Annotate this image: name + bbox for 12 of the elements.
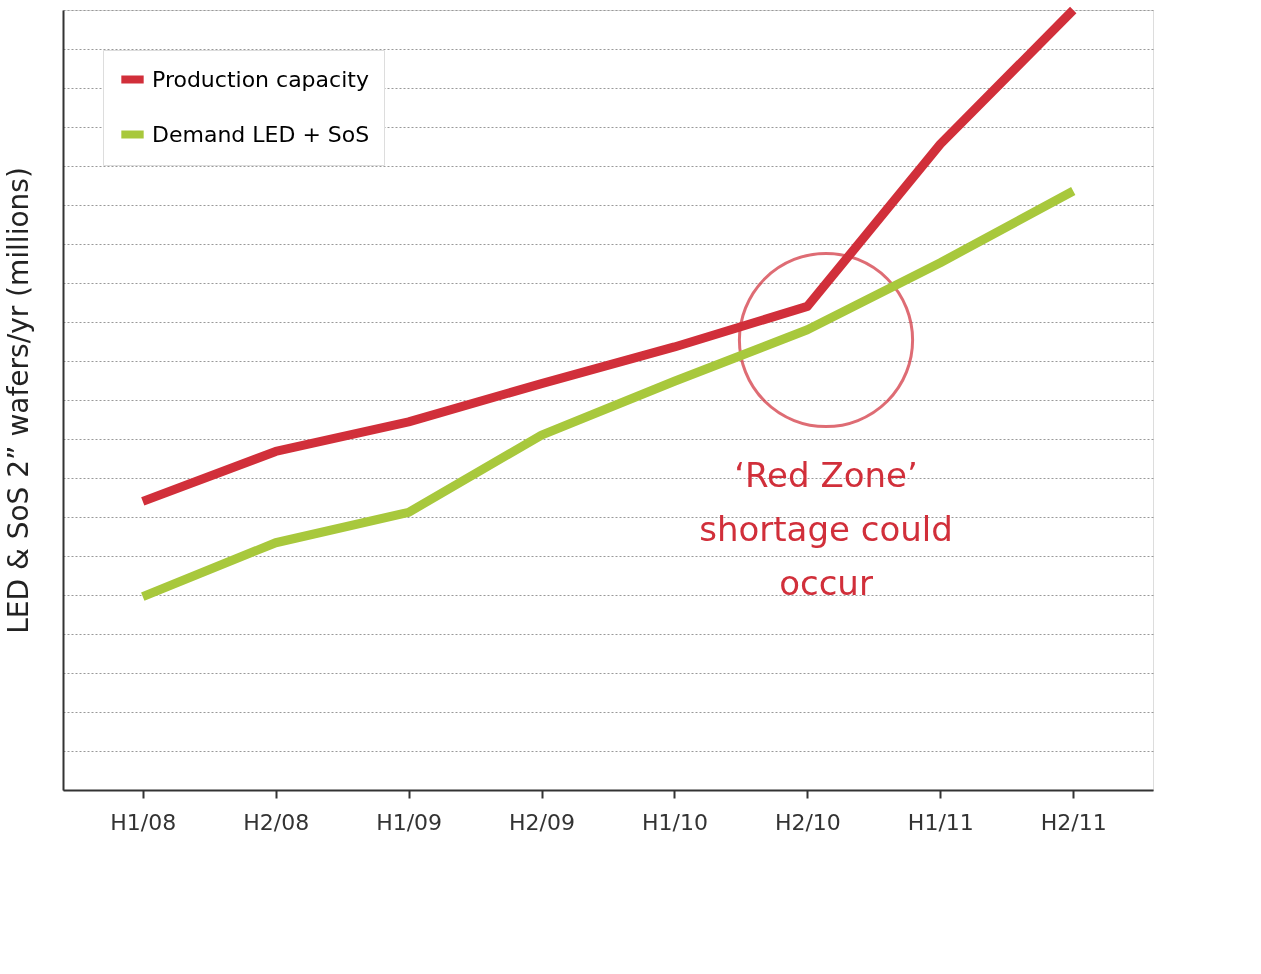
x-tick-label: H1/08	[110, 809, 177, 835]
x-tick-label: H2/11	[1040, 809, 1107, 835]
x-tick-label: H2/09	[509, 809, 576, 835]
legend-label: Production capacity	[152, 66, 369, 92]
y-axis-title: LED & SoS 2” wafers/yr (millions)	[1, 167, 35, 634]
legend-label: Demand LED + SoS	[152, 121, 370, 147]
x-tick-label: H1/09	[376, 809, 443, 835]
x-tick-label: H1/10	[641, 809, 708, 835]
x-tick-label: H1/11	[907, 809, 974, 835]
x-tick-label: H2/08	[243, 809, 310, 835]
annotation: ‘Red Zone’ shortage could occur	[699, 455, 953, 603]
x-tick-label: H2/10	[774, 809, 841, 835]
